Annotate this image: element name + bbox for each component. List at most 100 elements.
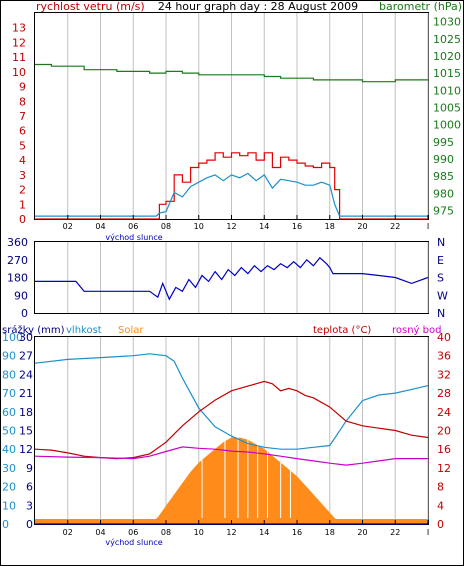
humidity-tick-label: 100 [2,331,23,344]
p3-tick-label: 04 [95,528,105,537]
temperature-tick-label: 4 [437,499,444,512]
pressure-tick-label: 1005 [433,101,461,114]
p3-tick-label: 22 [390,528,400,537]
direction-tick-label: 90 [14,289,28,302]
chart-title: 24 hour graph day : 28 August 2009 [158,0,358,13]
humidity-tick-label: 70 [2,387,16,400]
pressure-line [35,63,428,83]
p3-tick-label: 20 [357,528,367,537]
temperature-label: teplota (°C) [313,325,371,336]
rain-tick-label: 3 [26,499,33,512]
solar-area [35,437,428,524]
p1-tick-label: 16 [292,222,302,231]
rain-label: srážky (mm) [2,324,65,336]
wind-tick-label: 12 [12,36,26,49]
pressure-tick-label: 1010 [433,84,461,97]
wind-tick-label: 10 [12,66,26,79]
pressure-tick-label: 995 [433,136,454,149]
axis-layer: 0123456789101112139759809859909951000100… [2,16,461,537]
p3-tick-label: 02 [63,528,73,537]
humidity-tick-label: 90 [2,350,16,363]
p3-tick-label: 12 [226,528,236,537]
temperature-tick-label: 36 [437,350,451,363]
p1-tick-label: 10 [194,222,204,231]
compass-tick-label: E [437,254,444,267]
rain-tick-label: 0 [26,518,33,531]
pressure-tick-label: 985 [433,170,454,183]
pressure-tick-label: 975 [433,204,454,217]
p1-tick-label: 06 [128,222,138,231]
wind-tick-label: 7 [19,110,26,123]
temperature-tick-label: 0 [437,518,444,531]
compass-tick-label: N [437,307,445,320]
p3-tick-label: 08 [161,528,171,537]
p3-tick-label: 14 [259,528,269,537]
temperature-tick-label: 28 [437,387,451,400]
direction-tick-label: 360 [7,236,28,249]
humidity-tick-label: 80 [2,368,16,381]
pressure-tick-label: 1025 [433,33,461,46]
pressure-tick-label: 1030 [433,16,461,29]
p1-tick-label: 02 [63,222,73,231]
rain-tick-label: 18 [19,406,33,419]
pressure-tick-label: 990 [433,153,454,166]
p3-tick-label: 18 [325,528,335,537]
temperature-tick-label: 16 [437,443,451,456]
sunrise-label-top: východ slunce [105,233,162,242]
temperature-tick-label: 8 [437,481,444,494]
wind-tick-label: 5 [19,139,26,152]
rain-tick-label: 27 [19,350,33,363]
pressure-tick-label: 1000 [433,119,461,132]
rain-tick-label: 21 [19,387,33,400]
compass-tick-label: S [437,272,444,285]
solar-label: Solar [118,325,144,336]
rain-tick-label: 9 [26,462,33,475]
p1-tick-label: I [427,222,429,231]
temperature-tick-label: 24 [437,406,451,419]
compass-tick-label: W [437,289,448,302]
pressure-tick-label: 980 [433,187,454,200]
humidity-line [34,353,429,450]
wind-tick-label: 4 [19,154,26,167]
wind-tick-label: 13 [12,22,26,35]
wind-direction-line [35,256,429,301]
rain-tick-label: 12 [19,443,33,456]
wind-tick-label: 0 [19,213,26,226]
rain-tick-label: 15 [19,425,33,438]
temperature-tick-label: 40 [437,331,451,344]
wind-tick-label: 2 [19,184,26,197]
direction-tick-label: 270 [7,254,28,267]
humidity-tick-label: 10 [2,499,16,512]
humidity-tick-label: 30 [2,462,16,475]
wind-tick-label: 1 [19,198,26,211]
temperature-tick-label: 12 [437,462,451,475]
p1-tick-label: 12 [226,222,236,231]
rain-tick-label: 6 [26,481,33,494]
humidity-tick-label: 60 [2,406,16,419]
dewpoint-line [34,446,428,466]
humidity-tick-label: 20 [2,481,16,494]
wind-gust-line [35,152,428,220]
rain-tick-label: 24 [19,368,33,381]
p3-tick-label: I [427,528,429,537]
p1-tick-label: 04 [95,222,105,231]
p1-tick-label: 22 [390,222,400,231]
p3-tick-label: 16 [292,528,302,537]
temperature-tick-label: 20 [437,425,451,438]
wind-tick-label: 8 [19,95,26,108]
wind-avg-line [35,172,428,217]
direction-tick-label: 180 [7,272,28,285]
rain-tick-label: 30 [19,331,33,344]
temperature-tick-label: 32 [437,368,451,381]
humidity-tick-label: 0 [2,518,9,531]
p3-tick-label: 06 [128,528,138,537]
dewpoint-label: rosný bod [392,324,441,336]
p1-tick-label: 18 [325,222,335,231]
p1-tick-label: 20 [357,222,367,231]
compass-tick-label: N [437,236,445,249]
p1-tick-label: 14 [259,222,269,231]
pressure-tick-label: 1015 [433,67,461,80]
sunrise-label-bottom: východ slunce [105,538,162,547]
